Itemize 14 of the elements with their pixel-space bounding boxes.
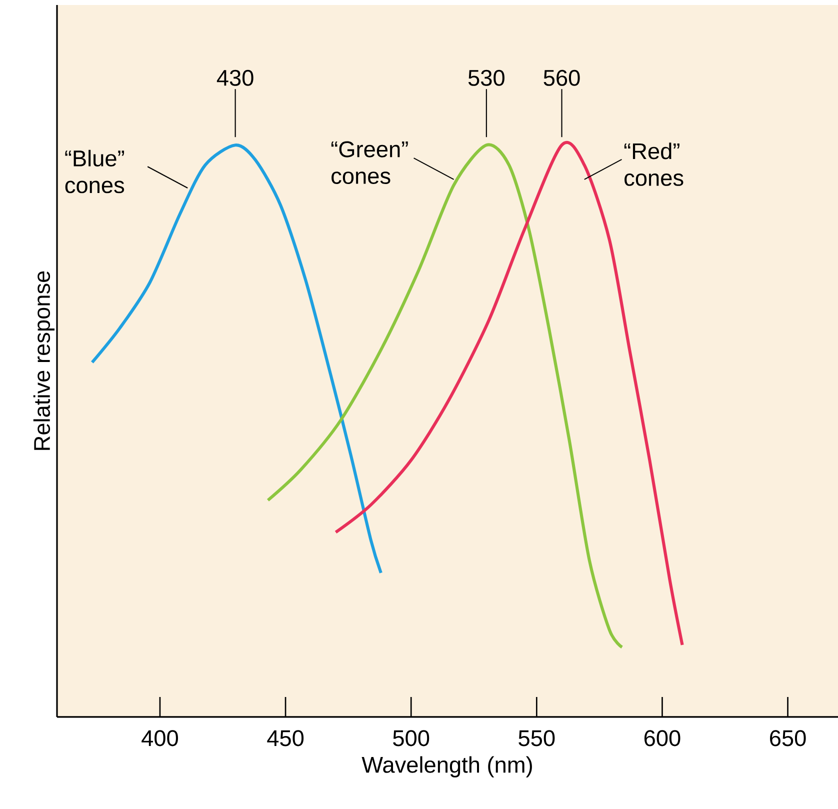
x-tick-label: 400	[142, 730, 178, 746]
x-tick-label: 600	[644, 730, 680, 746]
annotation: “Red” cones	[624, 142, 684, 186]
x-tick-label: 650	[770, 730, 806, 746]
annotation: 530	[468, 70, 504, 86]
annotation: 560	[544, 70, 580, 86]
y-axis-title: Relative response	[33, 271, 55, 450]
x-tick-label: 500	[393, 730, 430, 746]
annotation: “Blue” cones	[65, 150, 124, 194]
annotation: “Green” cones	[331, 141, 408, 184]
x-tick-label: 450	[267, 730, 304, 746]
x-tick-label: 550	[518, 730, 555, 746]
x-axis-title: Wavelength (nm)	[362, 756, 532, 778]
annotation: 430	[216, 70, 254, 86]
